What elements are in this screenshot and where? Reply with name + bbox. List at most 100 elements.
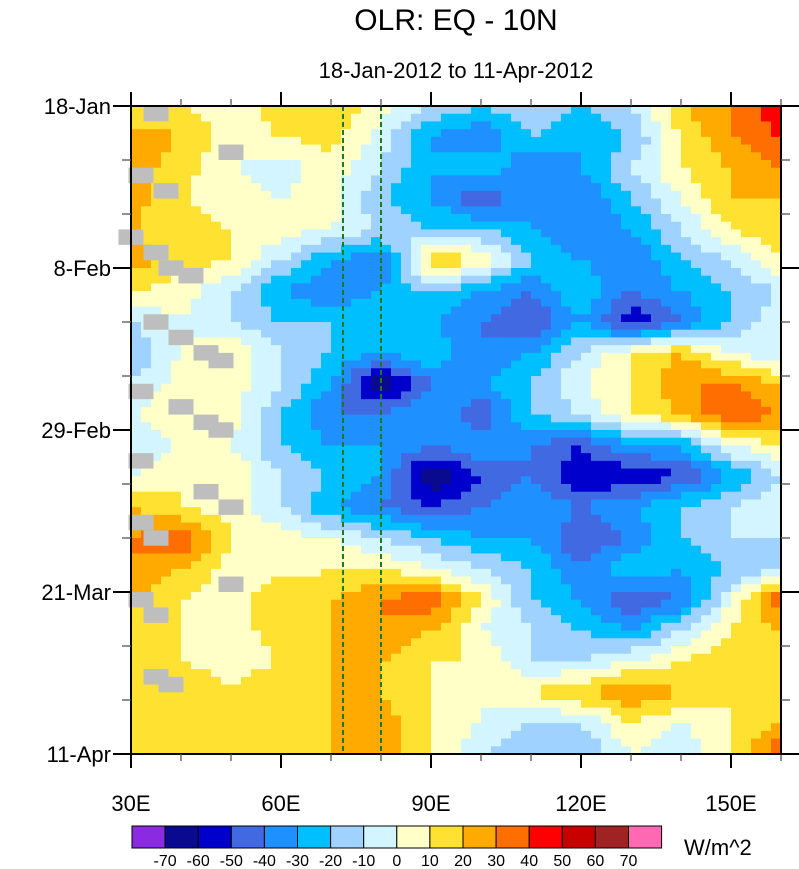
field-cell <box>181 322 192 331</box>
field-cell <box>701 484 712 493</box>
field-cell <box>131 198 142 207</box>
field-cell <box>491 244 502 254</box>
field-cell <box>471 607 482 616</box>
field-cell <box>491 715 502 724</box>
field-cell <box>561 507 572 516</box>
field-cell <box>491 522 502 531</box>
field-cell <box>521 237 532 246</box>
field-cell <box>301 298 312 308</box>
field-cell <box>181 545 192 555</box>
field-cell <box>281 167 292 177</box>
field-cell <box>481 437 492 447</box>
field-cell <box>641 306 652 315</box>
field-cell <box>391 661 402 670</box>
field-cell <box>181 468 192 477</box>
field-cell <box>481 484 492 493</box>
field-cell <box>541 391 552 400</box>
field-cell <box>301 244 312 254</box>
field-cell <box>721 306 732 315</box>
field-cell <box>381 167 392 177</box>
field-cell <box>671 507 682 516</box>
field-cell <box>701 360 712 369</box>
field-cell <box>351 229 362 238</box>
field-cell <box>641 468 652 477</box>
field-cell <box>251 322 262 331</box>
field-cell <box>531 391 542 400</box>
field-cell <box>721 229 732 238</box>
field-cell <box>361 399 372 408</box>
field-cell <box>131 129 142 138</box>
field-cell <box>581 653 592 663</box>
field-cell <box>591 514 602 524</box>
field-cell <box>631 746 642 755</box>
field-cell <box>551 167 562 177</box>
field-cell <box>231 676 242 686</box>
field-cell <box>571 638 582 647</box>
field-cell <box>371 190 382 200</box>
field-cell <box>691 676 702 686</box>
field-cell <box>561 368 572 377</box>
field-cell <box>351 376 362 385</box>
field-cell <box>471 622 482 632</box>
field-cell <box>371 676 382 686</box>
field-cell <box>311 445 322 454</box>
field-cell <box>381 314 392 323</box>
field-cell <box>471 268 482 277</box>
field-cell <box>321 576 332 585</box>
field-cell <box>391 244 402 254</box>
field-cell <box>411 522 422 531</box>
field-cell <box>571 538 582 547</box>
field-cell <box>461 183 472 192</box>
field-cell <box>661 190 672 200</box>
field-cell <box>291 406 302 416</box>
field-cell <box>621 646 632 655</box>
field-cell <box>681 229 692 238</box>
field-cell <box>381 283 392 292</box>
field-cell <box>631 167 642 177</box>
field-cell <box>641 252 652 261</box>
field-cell <box>461 484 472 493</box>
field-cell <box>481 268 492 277</box>
field-cell <box>191 615 202 624</box>
field-cell <box>471 376 482 385</box>
field-cell <box>541 283 552 292</box>
field-cell <box>691 723 702 732</box>
field-cell <box>601 476 612 485</box>
field-cell <box>661 638 672 647</box>
field-cell <box>141 553 152 562</box>
field-cell <box>211 746 222 755</box>
field-cell <box>651 113 662 123</box>
field-cell <box>611 437 622 447</box>
field-cell <box>671 576 682 585</box>
field-cell <box>171 252 182 261</box>
field-cell <box>351 345 362 354</box>
field-cell <box>511 106 522 115</box>
field-cell <box>331 322 342 331</box>
field-cell <box>171 723 182 732</box>
field-cell <box>531 298 542 308</box>
field-cell <box>401 638 412 647</box>
field-cell <box>431 576 442 585</box>
field-cell <box>651 160 662 169</box>
field-cell <box>321 167 332 177</box>
field-cell <box>341 576 352 585</box>
field-cell <box>281 121 292 130</box>
field-cell <box>451 345 462 354</box>
field-cell <box>591 298 602 308</box>
field-cell <box>271 198 282 207</box>
field-cell <box>691 653 702 663</box>
field-cell <box>711 391 722 400</box>
field-cell <box>231 661 242 670</box>
field-cell <box>201 376 212 385</box>
field-cell <box>471 360 482 369</box>
field-cell <box>291 507 302 516</box>
field-cell <box>351 368 362 377</box>
field-cell <box>441 183 452 192</box>
field-cell <box>451 646 462 655</box>
field-cell <box>321 160 332 169</box>
field-cell <box>301 615 312 624</box>
field-cell <box>621 244 632 254</box>
field-cell <box>501 507 512 516</box>
field-cell <box>331 445 342 454</box>
field-cell <box>701 237 712 246</box>
